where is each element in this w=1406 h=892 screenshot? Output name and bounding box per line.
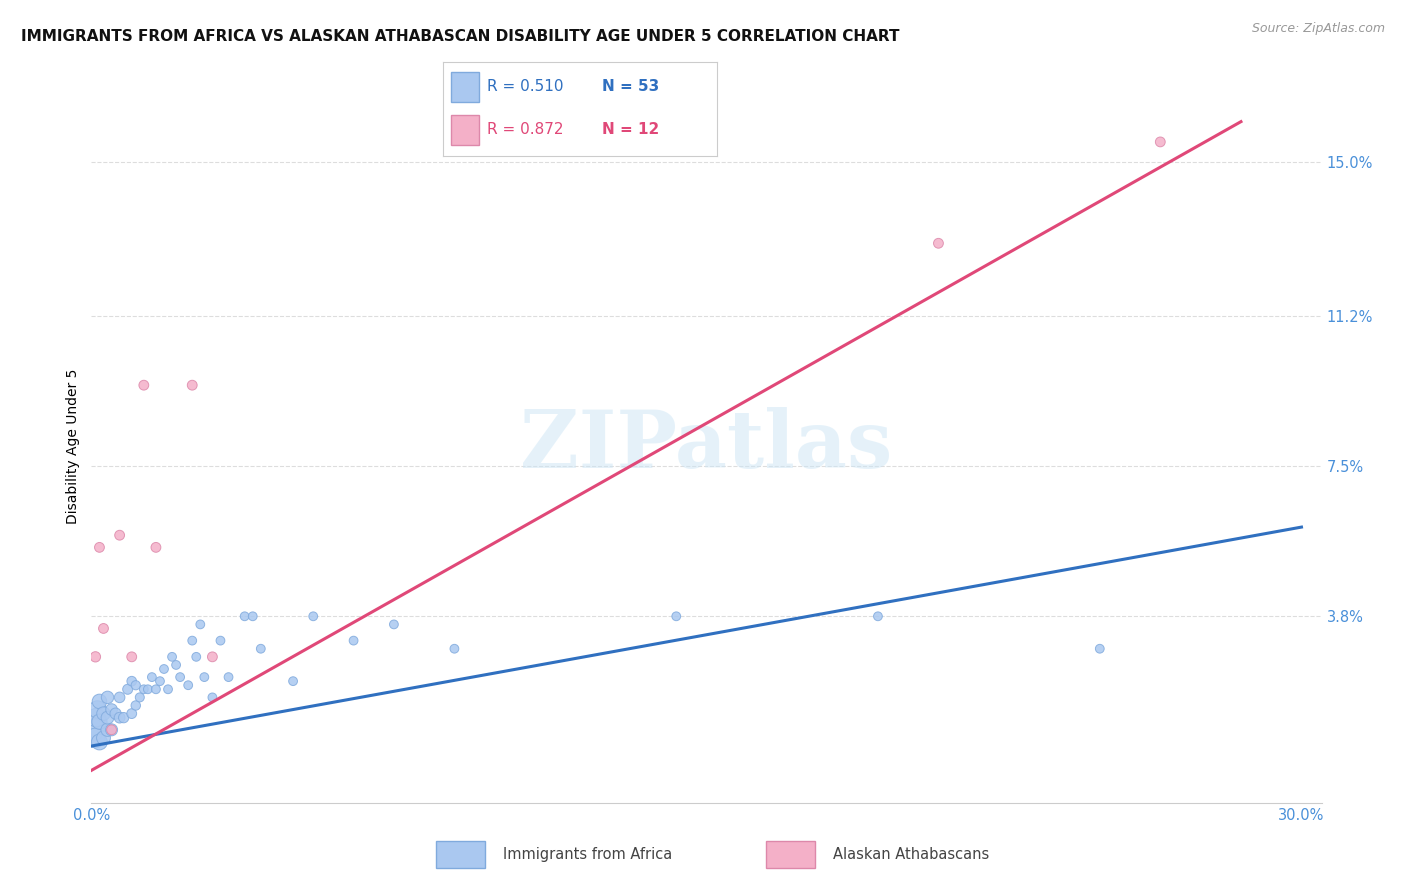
Point (249, 641, 271, 656)
Point (201, 690, 224, 705)
Point (128, 690, 150, 705)
Point (89, 714, 111, 729)
Point (281, 674, 304, 689)
Point (665, 609, 688, 624)
Point (132, 378, 155, 392)
Point (1088, 641, 1111, 656)
Text: ZIPatlas: ZIPatlas (520, 407, 893, 485)
Point (82, 723, 104, 737)
Point (125, 698, 148, 713)
Point (96, 723, 118, 737)
Point (153, 662, 176, 676)
Point (342, 633, 364, 648)
Text: IMMIGRANTS FROM AFRICA VS ALASKAN ATHABASCAN DISABILITY AGE UNDER 5 CORRELATION : IMMIGRANTS FROM AFRICA VS ALASKAN ATHABA… (21, 29, 900, 44)
Point (84, 711, 107, 725)
Point (89, 694, 111, 708)
Point (89, 735, 111, 749)
Point (165, 657, 187, 672)
Point (186, 649, 208, 664)
Point (84, 649, 107, 664)
Point (382, 617, 405, 632)
Bar (436, 841, 485, 868)
Point (89, 541, 111, 555)
Point (157, 682, 180, 697)
Point (136, 682, 159, 697)
Point (112, 711, 135, 725)
Point (160, 649, 183, 664)
Point (1149, 135, 1171, 149)
Point (927, 236, 949, 251)
Point (100, 702, 122, 716)
Bar (451, 115, 478, 145)
Point (108, 690, 131, 705)
Point (145, 541, 167, 555)
Point (149, 674, 172, 689)
Point (104, 706, 127, 721)
Point (181, 633, 204, 648)
Point (84, 731, 107, 745)
Point (242, 609, 264, 624)
Bar (451, 72, 478, 102)
Point (93, 731, 115, 745)
Point (201, 649, 224, 664)
Y-axis label: Disability Age Under 5: Disability Age Under 5 (66, 368, 80, 524)
Point (193, 670, 215, 684)
Point (117, 682, 139, 697)
Point (866, 609, 889, 624)
Point (121, 674, 143, 689)
Point (100, 723, 122, 737)
Point (177, 678, 200, 692)
Point (125, 678, 148, 692)
Point (93, 706, 115, 721)
Text: Immigrants from Africa: Immigrants from Africa (503, 847, 672, 862)
Point (100, 723, 122, 737)
Point (188, 617, 211, 632)
Point (302, 609, 325, 624)
Point (86, 702, 108, 716)
Point (169, 670, 191, 684)
Point (233, 609, 256, 624)
Text: N = 53: N = 53 (602, 79, 659, 95)
Text: R = 0.872: R = 0.872 (486, 122, 564, 137)
Point (93, 622, 115, 636)
Text: N = 12: N = 12 (602, 122, 659, 137)
Point (443, 641, 465, 656)
Point (96, 690, 118, 705)
Text: R = 0.510: R = 0.510 (486, 79, 564, 95)
Point (121, 706, 143, 721)
Point (141, 670, 163, 684)
Text: Source: ZipAtlas.com: Source: ZipAtlas.com (1251, 22, 1385, 36)
Point (145, 682, 167, 697)
Point (132, 682, 155, 697)
Point (181, 378, 204, 392)
Point (96, 711, 118, 725)
Point (209, 633, 232, 648)
Bar (766, 841, 815, 868)
Text: Alaskan Athabascans: Alaskan Athabascans (832, 847, 990, 862)
Point (121, 649, 143, 664)
Point (108, 528, 131, 542)
Point (218, 670, 240, 684)
Point (108, 711, 131, 725)
